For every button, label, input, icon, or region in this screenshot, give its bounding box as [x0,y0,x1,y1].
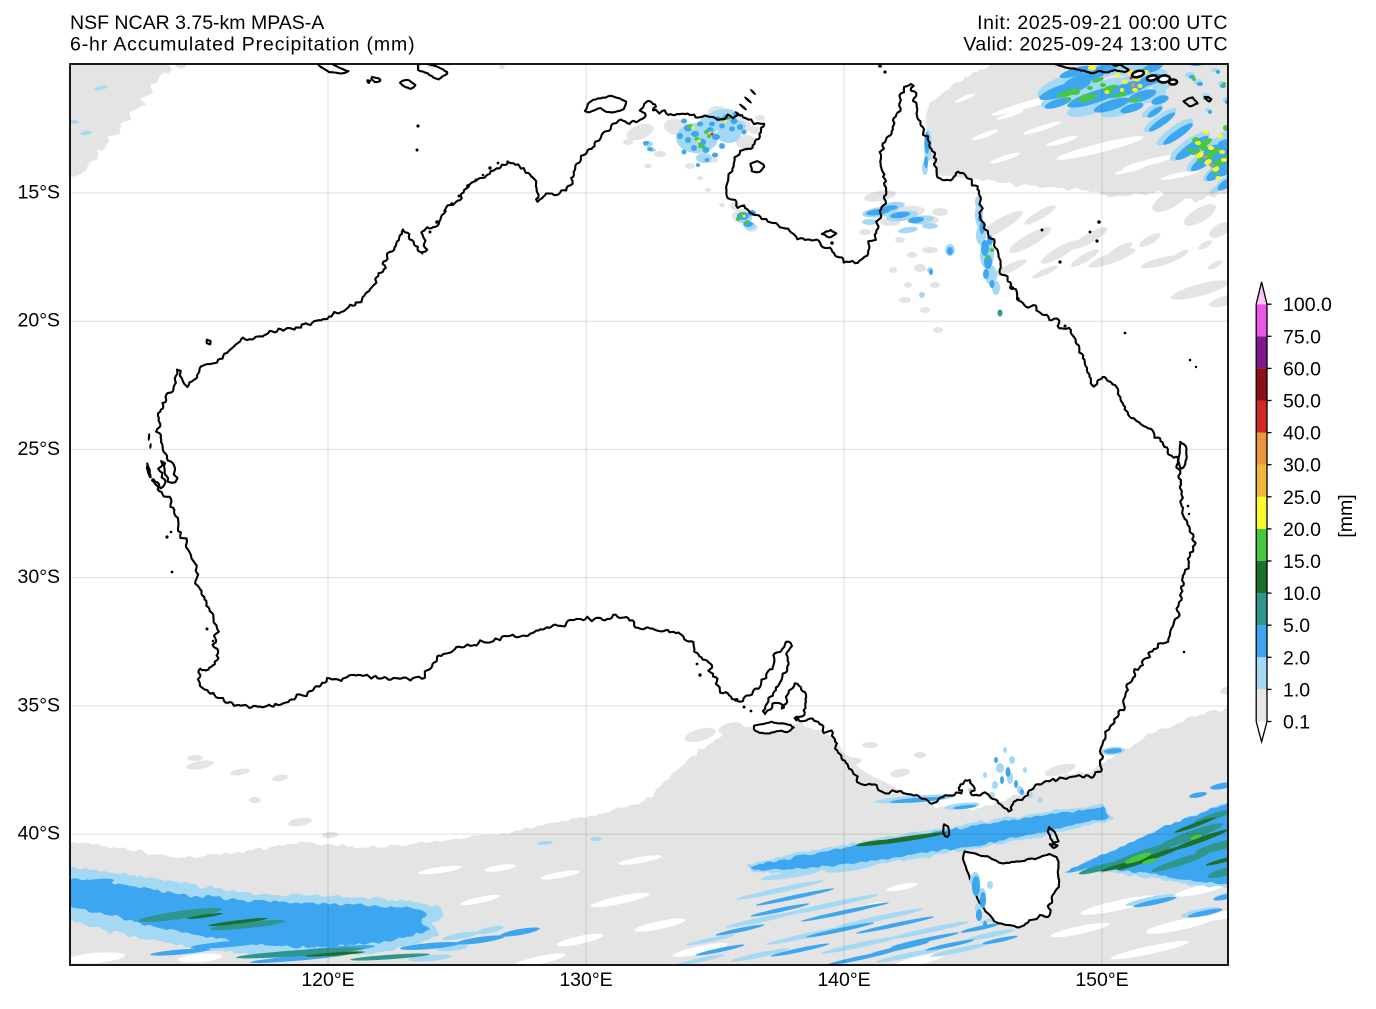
svg-text:120°E: 120°E [301,969,354,991]
svg-text:130°E: 130°E [559,969,612,991]
svg-text:20°S: 20°S [18,310,61,332]
svg-text:75.0: 75.0 [1283,326,1321,348]
svg-text:30°S: 30°S [18,566,61,588]
svg-text:NSF NCAR 3.75-km MPAS-A: NSF NCAR 3.75-km MPAS-A [70,12,324,34]
svg-text:Init: 2025-09-21 00:00 UTC: Init: 2025-09-21 00:00 UTC [977,12,1228,34]
svg-text:35°S: 35°S [18,694,61,716]
svg-text:30.0: 30.0 [1283,455,1321,477]
svg-text:6-hr Accumulated Precipitation: 6-hr Accumulated Precipitation (mm) [70,34,415,56]
svg-text:15°S: 15°S [18,182,61,204]
svg-text:[mm]: [mm] [1335,494,1357,537]
svg-text:5.0: 5.0 [1283,615,1310,637]
svg-text:1.0: 1.0 [1283,679,1310,701]
svg-text:60.0: 60.0 [1283,358,1321,380]
svg-text:0.1: 0.1 [1283,712,1310,734]
svg-text:150°E: 150°E [1075,969,1128,991]
svg-text:15.0: 15.0 [1283,551,1321,573]
svg-text:40.0: 40.0 [1283,423,1321,445]
svg-text:40°S: 40°S [18,823,61,845]
svg-text:50.0: 50.0 [1283,391,1321,413]
svg-text:25.0: 25.0 [1283,487,1321,509]
svg-text:20.0: 20.0 [1283,519,1321,541]
svg-text:Valid: 2025-09-24 13:00 UTC: Valid: 2025-09-24 13:00 UTC [963,34,1228,56]
svg-text:25°S: 25°S [18,438,61,460]
svg-text:2.0: 2.0 [1283,647,1310,669]
svg-text:140°E: 140°E [817,969,870,991]
svg-text:100.0: 100.0 [1283,294,1332,316]
svg-text:10.0: 10.0 [1283,583,1321,605]
